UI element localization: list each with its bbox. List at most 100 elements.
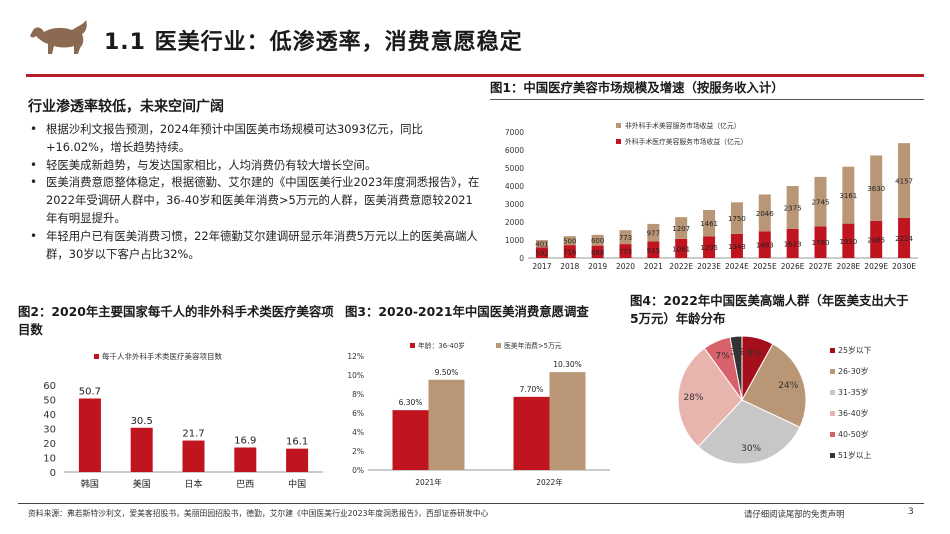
legend-swatch xyxy=(830,453,835,458)
bullet-item: 轻医美成新趋势，与发达国家相比，人均消费仍有较大增长空间。 xyxy=(28,157,480,175)
pie-slice xyxy=(741,343,807,428)
x-tick-label: 中国 xyxy=(288,478,306,490)
y-tick-label: 7000 xyxy=(505,128,524,137)
bar-surgical xyxy=(730,233,743,258)
x-tick-label: 2019 xyxy=(588,262,607,271)
x-tick-label: 2020 xyxy=(616,262,635,271)
pie-data-label: 30% xyxy=(741,444,761,454)
bullet-list: 根据沙利文报告预测，2024年预计中国医美市场规模可达3093亿元，同比+16.… xyxy=(28,121,480,263)
x-tick-label: 2030E xyxy=(892,262,916,271)
y-tick-label: 40 xyxy=(43,410,56,421)
y-tick-label: 10% xyxy=(347,371,364,380)
legend-swatch-surgical xyxy=(616,139,621,144)
bar-non-surgical xyxy=(535,240,548,248)
figure-1-title: 图1：中国医疗美容市场规模及增速（按服务收入计） xyxy=(490,80,784,95)
bar-non-surgical xyxy=(647,223,660,242)
data-label: 50.7 xyxy=(79,386,101,397)
y-tick-label: 6% xyxy=(352,409,364,418)
bar-non-surgical xyxy=(842,166,855,224)
pie-data-label: 28% xyxy=(683,393,703,403)
bar-country xyxy=(78,398,101,472)
y-tick-label: 8% xyxy=(352,390,364,399)
y-tick-label: 4000 xyxy=(505,182,524,191)
y-tick-label: 3000 xyxy=(505,200,524,209)
bar-non-surgical xyxy=(870,155,883,221)
data-label-non-surgical: 3630 xyxy=(867,185,885,193)
data-label-surgical: 1760 xyxy=(812,239,830,247)
y-tick-label: 10 xyxy=(43,454,56,465)
pie-data-label: 7% xyxy=(716,351,731,361)
bar-surgical xyxy=(814,226,827,258)
y-tick-label: 12% xyxy=(347,352,364,361)
bull-logo xyxy=(30,20,87,54)
legend-label-surgical: 外科手术医疗美容服务市场收益（亿元） xyxy=(625,137,747,146)
bar-non-surgical xyxy=(619,230,632,245)
legend-swatch xyxy=(830,369,835,374)
legend-label: 36-40岁 xyxy=(838,408,868,418)
x-tick-label: 2027E xyxy=(809,262,833,271)
data-label-surgical: 1343 xyxy=(728,243,746,251)
bullet-item: 医美消费意愿整体稳定，根据德勤、艾尔建的《中国医美行业2023年度洞悉报告》，在… xyxy=(28,174,480,227)
x-tick-label: 韩国 xyxy=(81,478,99,490)
legend-label-non-surgical: 非外科手术美容服务市场收益（亿元） xyxy=(625,121,741,130)
pie-slice xyxy=(677,347,743,448)
bar-non-surgical xyxy=(898,143,911,218)
data-label-surgical: 1483 xyxy=(756,242,774,250)
bar-surgical xyxy=(563,245,576,258)
title-divider xyxy=(26,74,924,77)
y-tick-label: 1000 xyxy=(505,236,524,245)
page-number: 3 xyxy=(908,507,914,517)
bar-surgical xyxy=(758,231,771,258)
y-tick-label: 4% xyxy=(352,428,364,437)
bar-age-36-40 xyxy=(392,410,429,470)
data-label-non-surgical: 2745 xyxy=(812,199,830,207)
pie-slice xyxy=(729,335,743,401)
bar-non-surgical xyxy=(703,210,716,237)
bar-surgical xyxy=(535,247,548,258)
x-tick-label: 2018 xyxy=(560,262,579,271)
x-tick-label: 2021 xyxy=(644,262,663,271)
consumption-willingness-bar-chart: 0% 2% 4% 6% 8% 10% 12% 6.30% 9.50% 2021年 7.70% 10.3… xyxy=(347,341,610,487)
bar-non-surgical xyxy=(591,234,604,246)
legend-label: 31-35岁 xyxy=(838,387,868,397)
bar-country xyxy=(286,448,309,472)
legend-label-spend: 医美年消费>5万元 xyxy=(504,341,562,350)
legend-swatch-non-surgical xyxy=(616,123,621,128)
data-label-surgical: 716 xyxy=(563,249,577,257)
bar-surgical xyxy=(786,228,799,258)
x-tick-label: 2024E xyxy=(725,262,749,271)
x-tick-label: 2028E xyxy=(836,262,860,271)
x-tick-label: 2023E xyxy=(697,262,721,271)
bar-surgical xyxy=(647,241,660,258)
legend-swatch xyxy=(830,411,835,416)
data-label-non-surgical: 3161 xyxy=(839,192,857,200)
bar-age-36-40 xyxy=(513,396,550,470)
x-tick-label: 2017 xyxy=(532,262,551,271)
legend-label: 25岁以下 xyxy=(838,345,872,355)
data-label-surgical: 2065 xyxy=(867,236,885,244)
y-tick-label: 5000 xyxy=(505,164,524,173)
pie-slice xyxy=(697,399,801,465)
data-label-non-surgical: 500 xyxy=(563,238,576,246)
y-tick-label: 30 xyxy=(43,425,56,436)
x-tick-label: 日本 xyxy=(184,478,202,490)
data-label: 7.70% xyxy=(520,385,544,394)
bar-surgical xyxy=(870,220,883,258)
disclaimer-link[interactable]: 请仔细阅读尾部的免责声明 xyxy=(744,509,845,519)
bullet-item: 根据沙利文报告预测，2024年预计中国医美市场规模可达3093亿元，同比+16.… xyxy=(28,121,480,157)
x-tick-label: 巴西 xyxy=(236,479,254,490)
y-tick-label: 2000 xyxy=(505,218,524,227)
data-label-surgical: 592 xyxy=(535,250,548,258)
data-label-surgical: 688 xyxy=(591,249,604,257)
data-label-non-surgical: 600 xyxy=(591,237,604,245)
bar-surgical xyxy=(619,244,632,258)
pie-data-label: 8% xyxy=(747,349,762,359)
bar-spend-over-50k xyxy=(549,372,586,470)
data-label: 30.5 xyxy=(131,416,153,427)
legend-swatch-age xyxy=(410,343,415,348)
countries-bar-chart: 0 10 20 30 40 50 60 50.7 韩国 30.5 美国 21.7 日本 16.9 巴西 16.… xyxy=(43,351,323,490)
y-tick-label: 6000 xyxy=(505,146,524,155)
age-distribution-pie-chart: 8% 24% 30% 28% 7% 3% 25岁以下 26-30岁 31-35岁 36-40岁 40… xyxy=(677,335,872,465)
x-tick-label: 2021年 xyxy=(415,477,442,487)
x-tick-label: 2022年 xyxy=(536,477,563,487)
